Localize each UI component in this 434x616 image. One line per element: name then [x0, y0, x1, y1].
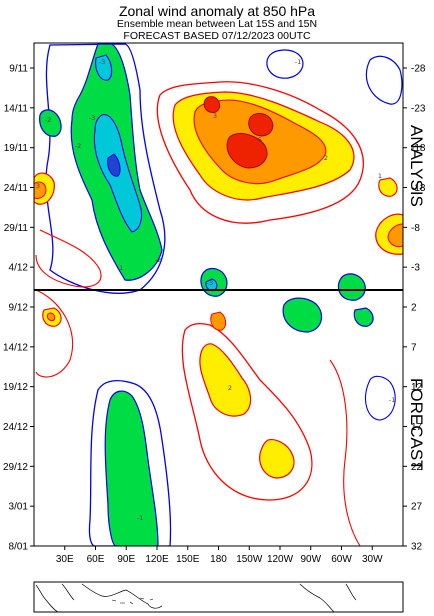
reference-map — [33, 581, 404, 613]
contour-value-label: -1 — [295, 58, 301, 66]
y-tick-label-left: 9/11 — [9, 64, 28, 75]
positive-contour-forecast-east — [329, 359, 361, 546]
negative-area-weak-west — [39, 109, 62, 137]
x-tick-label: 30E — [56, 554, 74, 565]
x-tick-label: 60E — [87, 554, 105, 565]
negative-area-moderate-north — [95, 54, 113, 81]
contour-value-label: 2 — [324, 154, 328, 162]
negative-area-pacific-east — [337, 273, 366, 301]
forecast-label: FORECAST — [407, 378, 426, 471]
contour-value-label: -3 — [207, 279, 213, 287]
positive-area-east-north — [378, 177, 398, 197]
y-tick-label-right: 7 — [411, 342, 417, 353]
x-tick-label: 60W — [331, 554, 352, 565]
asia-coast — [81, 583, 163, 609]
positive-contour-outer — [156, 81, 364, 224]
positive-contour-analysis-mid — [35, 229, 102, 288]
y-tick-label-right: 2 — [411, 303, 417, 314]
maritime-islands — [111, 597, 154, 605]
contour-value-label: 1 — [378, 172, 382, 180]
x-tick-label: 180 — [210, 554, 227, 565]
positive-area-west-inner — [34, 181, 47, 199]
y-tick-label-left: 4/12 — [9, 263, 29, 274]
y-tick-label-right: 12 — [411, 382, 423, 393]
y-tick-label-right: -28 — [411, 64, 426, 75]
y-tick-label-left: 29/11 — [4, 223, 29, 234]
y-tick-label-left: 24/11 — [4, 183, 29, 194]
y-tick-label-left: 19/11 — [4, 143, 29, 154]
y-tick-label-left: 9/12 — [9, 303, 29, 314]
y-tick-label-right: -8 — [411, 223, 420, 234]
chart-subtitle: Ensemble mean between Lat 15S and 15N — [116, 18, 318, 30]
negative-contour-east — [365, 55, 403, 105]
x-tick-label: 120E — [145, 554, 169, 565]
positive-area-strong-1 — [226, 133, 268, 169]
x-tick-label: 120W — [267, 554, 294, 565]
x-tick-label: 150W — [236, 554, 263, 565]
y-tick-label-left: 8/01 — [9, 542, 29, 553]
x-tick-label: 150E — [176, 554, 200, 565]
negative-area-forecast-east — [282, 297, 323, 333]
americas-coast — [299, 583, 357, 613]
positive-area-forecast-1 — [199, 343, 252, 417]
x-axis: 30E 60E 90E 120E 150E 180 150W 120W 90W 60W 30W — [56, 546, 383, 565]
contour-labels: -3 -3 -2 -2 -1 -2 3 5 2 1 -1 -3 2 -1 -1 3 — [36, 58, 395, 522]
positive-area-east-inner — [387, 223, 403, 248]
contour-value-label: 2 — [228, 384, 232, 392]
positive-area-forecast-3 — [210, 311, 227, 331]
positive-area-forecast-2 — [259, 439, 295, 479]
contour-value-label: -1 — [137, 514, 143, 522]
y-tick-label-right: -3 — [411, 263, 420, 274]
y-tick-label-right: 32 — [411, 542, 423, 553]
negative-contour-forecast-band — [88, 379, 172, 546]
negative-contour-pacific-north — [266, 49, 304, 79]
positive-contour-forecast-west — [35, 289, 74, 378]
y-tick-label-right: 22 — [411, 462, 423, 473]
x-tick-label: 90E — [117, 554, 135, 565]
y-tick-label-left: 14/11 — [4, 103, 29, 114]
y-tick-label-left: 24/12 — [3, 422, 28, 433]
y-tick-label-left: 14/12 — [3, 342, 28, 353]
y-tick-label-right: 17 — [411, 422, 423, 433]
y-tick-label-right: -13 — [411, 183, 426, 194]
negative-contour-forecast-east — [365, 375, 396, 421]
anomaly-field — [34, 43, 403, 546]
positive-area-forecast-west-inner — [47, 312, 56, 321]
negative-area-forecast-band — [104, 390, 159, 546]
x-tick-label: 90W — [300, 554, 321, 565]
negative-area-forecast-east2 — [353, 307, 374, 327]
contour-value-label: 3 — [36, 182, 40, 190]
y-tick-label-left: 3/01 — [9, 502, 29, 513]
forecast-base-line: FORECAST BASED 07/12/2023 00UTC — [123, 30, 311, 42]
y-tick-label-left: 29/12 — [3, 462, 28, 473]
contour-value-label: -2 — [155, 256, 161, 264]
y-axis-left: 9/11 14/11 19/11 24/11 29/11 4/12 9/12 14/12 19/… — [3, 64, 34, 553]
contour-value-label: 5 — [258, 136, 262, 144]
positive-area-strong-3 — [203, 96, 221, 113]
contour-value-label: -1 — [389, 396, 395, 404]
contour-value-label: -1 — [117, 264, 123, 272]
contour-value-label: -3 — [99, 58, 105, 66]
analysis-label: ANALYSIS — [407, 125, 426, 207]
y-tick-label-right: -18 — [411, 143, 426, 154]
positive-area-strong-2 — [248, 113, 274, 137]
chart-title: Zonal wind anomaly at 850 hPa — [118, 3, 316, 19]
y-tick-label-right: -23 — [411, 103, 426, 114]
y-tick-label-right: 27 — [411, 502, 423, 513]
y-tick-label-left: 19/12 — [3, 382, 28, 393]
contour-value-label: -2 — [75, 142, 81, 150]
x-tick-label: 30W — [362, 554, 383, 565]
negative-area-strong — [107, 153, 121, 177]
contour-value-label: -3 — [89, 114, 95, 122]
contour-value-label: 3 — [213, 112, 217, 120]
contour-value-label: -2 — [45, 116, 51, 124]
africa-coast — [35, 583, 75, 613]
